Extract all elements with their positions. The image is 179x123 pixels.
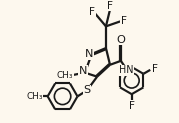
Text: F: F — [89, 7, 95, 17]
Text: N: N — [85, 49, 93, 59]
Text: CH₃: CH₃ — [26, 92, 43, 101]
Text: F: F — [121, 16, 127, 26]
Text: F: F — [151, 64, 158, 74]
Text: N: N — [79, 66, 87, 76]
Text: F: F — [129, 101, 135, 111]
Text: S: S — [83, 85, 91, 95]
Text: CH₃: CH₃ — [57, 71, 73, 80]
Text: O: O — [116, 35, 125, 45]
Text: F: F — [107, 1, 113, 11]
Text: HN: HN — [118, 65, 133, 75]
